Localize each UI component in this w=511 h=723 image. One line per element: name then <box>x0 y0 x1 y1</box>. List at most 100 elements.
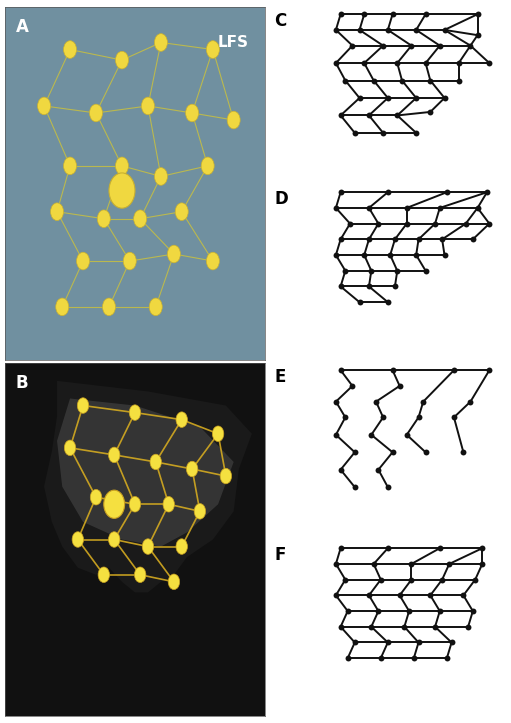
Point <box>438 234 446 245</box>
Polygon shape <box>57 398 234 547</box>
Point <box>455 57 463 69</box>
Point <box>386 249 394 261</box>
Point <box>455 74 463 86</box>
Point <box>391 234 399 245</box>
Point <box>332 202 340 214</box>
Circle shape <box>168 245 180 263</box>
Point <box>351 637 359 649</box>
Point <box>341 411 350 423</box>
Point <box>374 218 382 229</box>
Circle shape <box>154 34 168 51</box>
Point <box>360 57 368 69</box>
Point <box>467 40 475 51</box>
Point <box>365 281 373 292</box>
Point <box>450 411 458 423</box>
Point <box>469 234 477 245</box>
Circle shape <box>109 173 135 208</box>
Circle shape <box>77 398 89 414</box>
Circle shape <box>176 539 188 555</box>
Text: LFS: LFS <box>218 35 249 51</box>
Circle shape <box>134 210 147 228</box>
Circle shape <box>134 567 146 583</box>
Circle shape <box>194 503 205 519</box>
Point <box>374 464 382 476</box>
Point <box>337 234 345 245</box>
Point <box>467 396 475 408</box>
Point <box>341 74 350 86</box>
Point <box>436 605 444 617</box>
Point <box>377 574 385 586</box>
Point <box>412 24 420 35</box>
Point <box>471 574 479 586</box>
Point <box>426 74 434 86</box>
Circle shape <box>98 567 109 583</box>
Circle shape <box>129 497 141 512</box>
Point <box>384 637 392 649</box>
Point <box>469 605 477 617</box>
Point <box>474 202 482 214</box>
Point <box>332 589 340 601</box>
Point <box>332 558 340 570</box>
Circle shape <box>77 252 89 270</box>
Circle shape <box>176 412 188 427</box>
Point <box>412 93 420 104</box>
Point <box>407 558 415 570</box>
Point <box>332 57 340 69</box>
Point <box>478 558 486 570</box>
Text: D: D <box>274 190 288 208</box>
Point <box>384 296 392 308</box>
Circle shape <box>72 531 83 547</box>
Point <box>393 57 401 69</box>
Point <box>384 24 392 35</box>
Point <box>351 127 359 139</box>
Point <box>337 110 345 121</box>
Circle shape <box>108 447 120 463</box>
Point <box>332 396 340 408</box>
Point <box>337 464 345 476</box>
Point <box>426 589 434 601</box>
Circle shape <box>115 51 128 69</box>
Point <box>337 281 345 292</box>
Point <box>407 40 415 51</box>
Point <box>384 482 392 493</box>
Point <box>379 127 387 139</box>
Point <box>365 110 373 121</box>
Point <box>403 202 411 214</box>
Point <box>356 24 364 35</box>
Point <box>396 380 404 392</box>
Point <box>391 281 399 292</box>
Point <box>384 187 392 198</box>
Circle shape <box>142 97 154 115</box>
Point <box>464 621 472 633</box>
Point <box>419 396 427 408</box>
Point <box>414 411 423 423</box>
Point <box>332 24 340 35</box>
Point <box>332 249 340 261</box>
Point <box>422 265 430 276</box>
Point <box>440 249 449 261</box>
Point <box>349 40 357 51</box>
Point <box>474 9 482 20</box>
Point <box>332 429 340 440</box>
Circle shape <box>142 539 154 555</box>
Point <box>384 542 392 554</box>
Circle shape <box>213 426 224 442</box>
Point <box>337 187 345 198</box>
Circle shape <box>150 454 161 470</box>
Point <box>374 605 382 617</box>
Point <box>377 652 385 664</box>
Point <box>412 127 420 139</box>
Point <box>365 202 373 214</box>
Point <box>478 542 486 554</box>
Point <box>346 218 354 229</box>
Circle shape <box>56 298 69 316</box>
Point <box>485 218 494 229</box>
Point <box>351 447 359 458</box>
Point <box>438 574 446 586</box>
Circle shape <box>187 461 198 476</box>
Polygon shape <box>44 381 252 592</box>
Point <box>422 57 430 69</box>
Point <box>422 447 430 458</box>
Point <box>440 24 449 35</box>
Point <box>483 187 491 198</box>
